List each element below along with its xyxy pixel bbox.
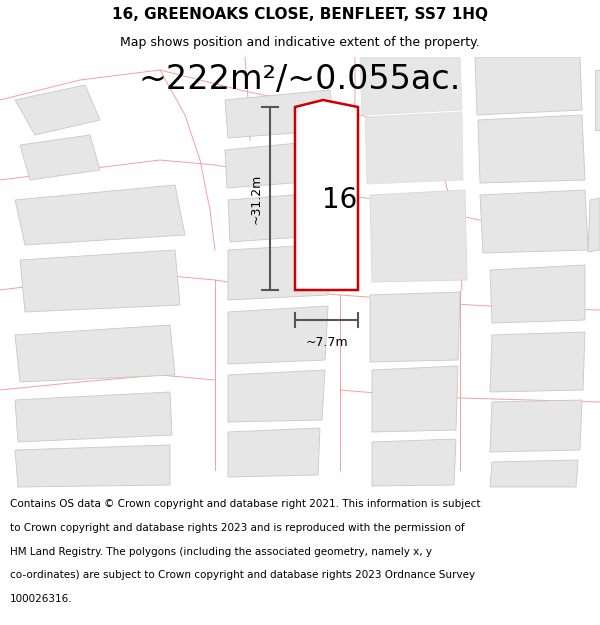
Polygon shape bbox=[228, 306, 328, 364]
Text: to Crown copyright and database rights 2023 and is reproduced with the permissio: to Crown copyright and database rights 2… bbox=[10, 523, 465, 533]
Text: 16: 16 bbox=[322, 186, 358, 214]
Text: Map shows position and indicative extent of the property.: Map shows position and indicative extent… bbox=[120, 36, 480, 49]
Polygon shape bbox=[475, 57, 582, 115]
Polygon shape bbox=[15, 392, 172, 442]
Polygon shape bbox=[228, 244, 330, 300]
Polygon shape bbox=[15, 85, 100, 135]
Text: Contains OS data © Crown copyright and database right 2021. This information is : Contains OS data © Crown copyright and d… bbox=[10, 499, 481, 509]
Polygon shape bbox=[15, 325, 175, 382]
Polygon shape bbox=[228, 192, 330, 242]
Polygon shape bbox=[20, 135, 100, 180]
Polygon shape bbox=[478, 115, 585, 183]
Polygon shape bbox=[15, 445, 170, 487]
Text: 16, GREENOAKS CLOSE, BENFLEET, SS7 1HQ: 16, GREENOAKS CLOSE, BENFLEET, SS7 1HQ bbox=[112, 7, 488, 22]
Polygon shape bbox=[490, 265, 585, 323]
Polygon shape bbox=[15, 185, 185, 245]
Polygon shape bbox=[595, 70, 600, 130]
Polygon shape bbox=[372, 439, 456, 486]
Polygon shape bbox=[228, 370, 325, 422]
Polygon shape bbox=[20, 250, 180, 312]
Polygon shape bbox=[370, 292, 460, 362]
Text: ~7.7m: ~7.7m bbox=[305, 336, 348, 349]
Text: ~222m²/~0.055ac.: ~222m²/~0.055ac. bbox=[139, 64, 461, 96]
Polygon shape bbox=[588, 198, 600, 252]
Polygon shape bbox=[490, 400, 582, 452]
Polygon shape bbox=[225, 140, 332, 188]
Polygon shape bbox=[225, 90, 335, 138]
Polygon shape bbox=[360, 57, 462, 115]
Polygon shape bbox=[490, 332, 585, 392]
Polygon shape bbox=[480, 190, 588, 253]
Polygon shape bbox=[490, 460, 578, 487]
Polygon shape bbox=[372, 366, 458, 432]
Polygon shape bbox=[365, 112, 463, 184]
Polygon shape bbox=[228, 428, 320, 477]
Polygon shape bbox=[295, 100, 358, 290]
Polygon shape bbox=[370, 190, 467, 282]
Text: HM Land Registry. The polygons (including the associated geometry, namely x, y: HM Land Registry. The polygons (includin… bbox=[10, 547, 432, 557]
Text: co-ordinates) are subject to Crown copyright and database rights 2023 Ordnance S: co-ordinates) are subject to Crown copyr… bbox=[10, 571, 475, 581]
Text: ~31.2m: ~31.2m bbox=[250, 173, 263, 224]
Text: 100026316.: 100026316. bbox=[10, 594, 73, 604]
